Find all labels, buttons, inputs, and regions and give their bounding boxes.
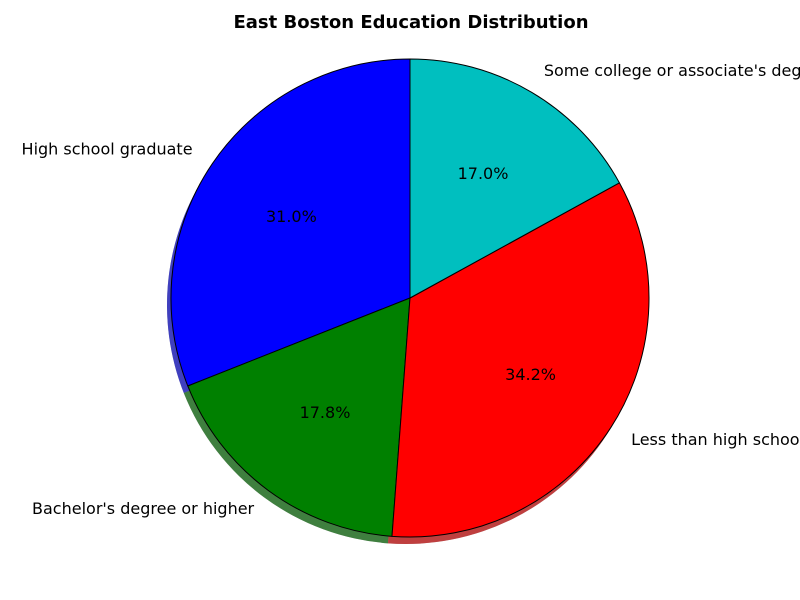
pie-slice-layer <box>170 58 650 538</box>
slice-label-high-school-graduate: High school graduate <box>22 140 193 159</box>
slice-label-some-college-or-associate-s-degree: Some college or associate's degree <box>544 61 800 80</box>
slice-percent-some-college-or-associate-s-degree: 17.0% <box>458 164 509 183</box>
slice-percent-high-school-graduate: 31.0% <box>266 207 317 226</box>
pie-slice-less-than-high-school <box>391 182 650 538</box>
pie-slice-bachelor-s-degree-or-higher <box>187 297 411 537</box>
chart-title: East Boston Education Distribution <box>233 12 588 33</box>
pie-slice-high-school-graduate <box>170 58 411 387</box>
slice-label-less-than-high-school: Less than high school <box>631 430 800 449</box>
pie-label-layer: High school graduate 31.0% Bachelor's degr… <box>22 61 800 518</box>
pie-slice-some-college-or-associate-s-degree <box>409 58 620 299</box>
slice-percent-bachelor-s-degree-or-higher: 17.8% <box>300 403 351 422</box>
slice-percent-less-than-high-school: 34.2% <box>505 365 556 384</box>
slice-label-bachelor-s-degree-or-higher: Bachelor's degree or higher <box>32 499 255 518</box>
